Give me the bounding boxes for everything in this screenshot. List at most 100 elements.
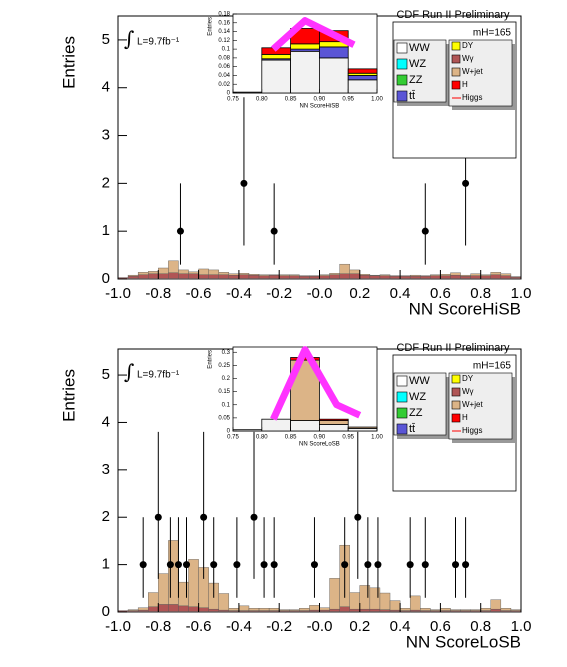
x-tick-label: 1.0	[511, 285, 532, 302]
legend-swatch	[451, 54, 461, 64]
histogram-bar	[470, 609, 481, 611]
histogram-bar	[158, 604, 169, 612]
histogram-bar	[137, 609, 149, 612]
histogram-bar	[178, 581, 189, 607]
inset-bar	[318, 424, 349, 432]
legend-swatch	[396, 58, 408, 70]
histogram-bar	[228, 274, 240, 279]
data-point	[210, 561, 218, 569]
data-point	[364, 561, 372, 569]
histogram-bar	[319, 275, 330, 279]
histogram-bar	[379, 275, 391, 279]
histogram-bar	[480, 608, 491, 611]
y-tick-label: 3	[102, 461, 110, 478]
histogram-bar	[319, 274, 330, 276]
y-tick-label: 3	[102, 127, 110, 144]
inset-x-tick-label: 0.85	[285, 97, 297, 103]
histogram-bar	[430, 275, 441, 279]
x-tick-label: -1.0	[105, 618, 131, 635]
inset-x-tick-label: 0.95	[342, 435, 354, 441]
histogram-bar	[490, 608, 502, 612]
histogram-bar	[500, 608, 512, 611]
inset-bar	[290, 50, 320, 94]
legend-label: ZZ	[409, 74, 423, 86]
data-point	[233, 561, 241, 569]
inset-y-label: Entries	[208, 350, 214, 369]
histogram-bar	[289, 275, 300, 279]
histogram-bar	[148, 273, 159, 279]
legend-swatch	[396, 90, 408, 102]
data-point	[174, 561, 182, 569]
histogram-bar	[137, 607, 149, 611]
y-tick-label: 2	[102, 508, 110, 525]
histogram-bar	[490, 272, 502, 275]
histogram-bar	[319, 607, 330, 611]
histogram-bar	[399, 275, 411, 279]
inset-x-tick-label: 0.80	[256, 97, 268, 103]
x-axis-label: NN ScoreHiSB	[409, 299, 521, 318]
histogram-bar	[248, 608, 260, 611]
histogram-bar	[379, 609, 391, 612]
inset-y-tick-label: 0	[227, 91, 231, 97]
histogram-bar	[450, 272, 461, 276]
histogram-bar	[178, 605, 189, 612]
histogram-bar	[168, 540, 179, 605]
legend-swatch	[396, 42, 408, 54]
histogram-bar	[208, 269, 219, 275]
histogram-bar	[238, 274, 250, 279]
x-tick-label: 0.2	[349, 618, 370, 635]
inset-x-tick-label: 0.75	[227, 435, 239, 441]
histogram-bar	[409, 609, 421, 612]
lumi-symbol: ∫	[124, 27, 134, 51]
histogram-bar	[460, 274, 471, 277]
histogram-bar	[228, 273, 240, 276]
data-point	[166, 561, 174, 569]
histogram-bar	[450, 274, 461, 279]
histogram-bar	[500, 275, 512, 279]
histogram-bar	[319, 609, 330, 612]
lumi-label: L=9.7fb⁻¹	[137, 370, 180, 381]
inset-y-tick-label: 0.05	[218, 415, 230, 421]
histogram-bar	[228, 608, 240, 611]
histogram-bar	[409, 595, 421, 611]
histogram-bar	[309, 275, 320, 279]
y-tick-label: 1	[102, 556, 110, 573]
histogram-bar	[389, 275, 401, 279]
histogram-bar	[248, 274, 260, 276]
histogram-bar	[379, 274, 391, 276]
legend-swatch	[451, 374, 461, 384]
y-tick-label: 5	[102, 31, 110, 48]
histogram-bar	[450, 609, 461, 611]
data-point	[341, 561, 349, 569]
inset-bar	[290, 420, 320, 432]
histogram-bar	[309, 609, 320, 612]
histogram-bar	[349, 269, 361, 274]
histogram-bar	[158, 267, 169, 274]
histogram-bar	[369, 587, 381, 610]
legend-swatch	[396, 407, 408, 419]
histogram-bar	[490, 274, 502, 279]
x-tick-label: 1.0	[511, 618, 532, 635]
data-point	[154, 513, 162, 521]
histogram-bar	[480, 274, 491, 276]
mass-label: mH=165	[473, 361, 512, 372]
data-point	[270, 227, 278, 235]
histogram-bar	[359, 585, 371, 610]
data-point	[406, 561, 414, 569]
legend-label: W+jet	[462, 400, 483, 409]
legend-label: H	[462, 413, 468, 422]
histogram-bar	[198, 274, 209, 279]
histogram-bar	[440, 274, 451, 276]
inset-y-label: Entries	[208, 17, 214, 36]
histogram-bar	[218, 274, 230, 279]
x-axis-label: NN ScoreLoSB	[406, 632, 521, 651]
histogram-bar	[218, 593, 230, 611]
inset-bar	[318, 46, 349, 59]
histogram-bar	[258, 275, 270, 279]
histogram-bar	[248, 274, 260, 279]
data-point	[310, 561, 318, 569]
histogram-bar	[208, 274, 219, 279]
legend-label: W+jet	[462, 67, 483, 76]
inset-bar	[347, 426, 378, 429]
legend-label: WW	[409, 375, 430, 387]
